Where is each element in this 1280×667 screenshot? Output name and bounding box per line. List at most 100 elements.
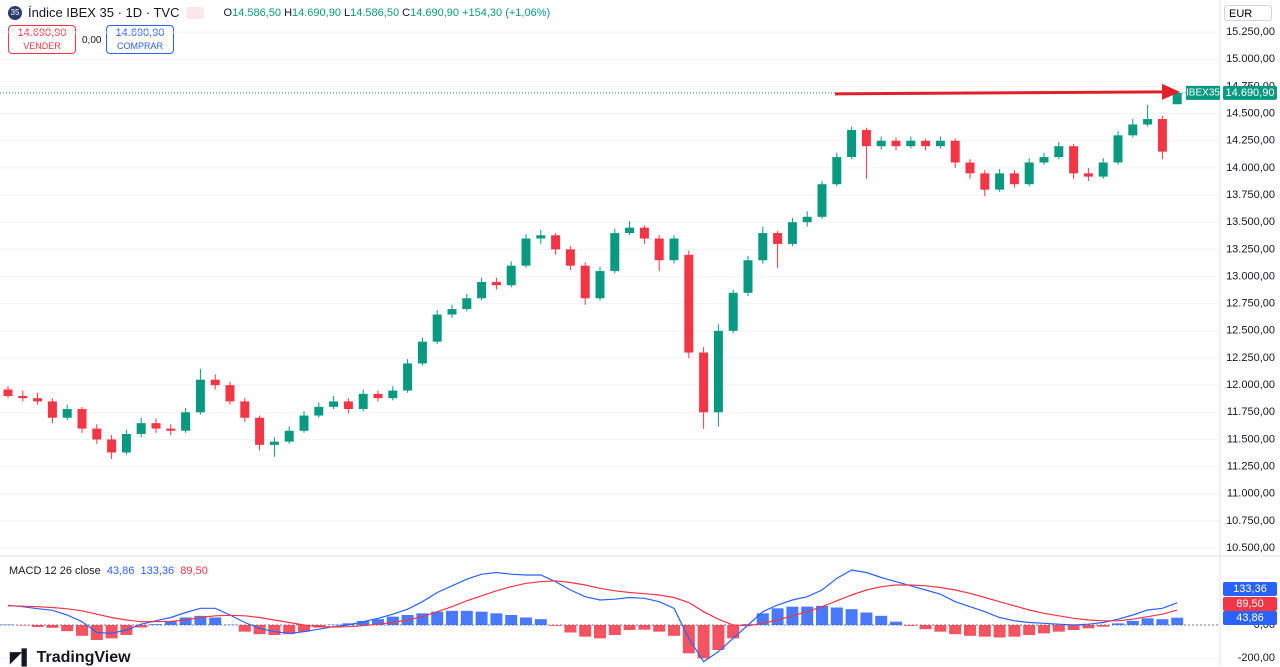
- histogram-bar: [1112, 623, 1124, 625]
- histogram-bar: [1082, 625, 1094, 628]
- candle-body: [1040, 157, 1049, 162]
- y-tick-label: 12.000,00: [1226, 379, 1275, 391]
- candle-body: [4, 389, 13, 396]
- y-tick-label: 11.000,00: [1227, 488, 1275, 500]
- candle-body: [1099, 162, 1108, 176]
- macd-tag: 133,36: [1223, 582, 1277, 596]
- y-tick-label: 11.750,00: [1227, 406, 1275, 418]
- histogram-bar: [490, 613, 502, 625]
- y-tick-label: 12.750,00: [1226, 298, 1275, 310]
- candle-body: [581, 266, 590, 299]
- histogram-bar: [46, 625, 58, 628]
- histogram-bar: [209, 618, 221, 626]
- candle-body: [551, 235, 560, 249]
- histogram-bar: [1097, 625, 1109, 627]
- histogram-bar: [860, 613, 872, 626]
- candle-body: [329, 401, 338, 406]
- candle-body: [181, 412, 190, 430]
- histogram-bar: [446, 611, 458, 625]
- candle-body: [33, 398, 42, 401]
- histogram-bar: [624, 625, 636, 630]
- histogram-bar: [712, 625, 724, 650]
- candle-body: [152, 423, 161, 428]
- candle-body: [596, 271, 605, 298]
- histogram-bar: [32, 625, 44, 627]
- y-tick-label: 14.000,00: [1226, 162, 1275, 174]
- candle-body: [63, 409, 72, 418]
- histogram-bar: [964, 625, 976, 636]
- candle-body: [270, 442, 279, 445]
- hist-value: 43,86: [107, 565, 135, 577]
- candle-body: [936, 141, 945, 146]
- candle-body: [980, 173, 989, 189]
- histogram-bar: [535, 619, 547, 625]
- hist-tag: 43,86: [1223, 611, 1277, 625]
- histogram-bar: [698, 625, 710, 658]
- logo: ◤▌ TradingView: [10, 648, 131, 667]
- candle-body: [773, 233, 782, 244]
- histogram-bar: [1142, 618, 1154, 625]
- histogram-bar: [520, 618, 532, 626]
- histogram-bar: [772, 608, 784, 625]
- candle-body: [921, 141, 930, 146]
- histogram-bar: [905, 625, 917, 626]
- signal-value: 89,50: [180, 565, 208, 577]
- histogram-bar: [1053, 625, 1065, 632]
- candle-body: [729, 293, 738, 331]
- candle-body: [877, 141, 886, 146]
- candle-body: [640, 228, 649, 239]
- y-tick-label: -200,00: [1238, 652, 1275, 664]
- candle-body: [1025, 162, 1034, 184]
- candle-body: [359, 394, 368, 409]
- histogram-bar: [934, 625, 946, 632]
- candle-body: [137, 423, 146, 434]
- candle-body: [92, 429, 101, 440]
- histogram-bar: [994, 625, 1006, 638]
- histogram-bar: [727, 625, 739, 638]
- histogram-bar: [550, 625, 562, 626]
- candle-body: [300, 416, 309, 431]
- candle-body: [951, 141, 960, 163]
- candle-body: [285, 431, 294, 442]
- candle-body: [255, 418, 264, 445]
- annotation-arrow: [835, 92, 1165, 94]
- price-tag: 14.690,90: [1226, 87, 1275, 99]
- candle-body: [1143, 119, 1152, 124]
- histogram-bar: [239, 625, 251, 632]
- histogram-bar: [505, 615, 517, 625]
- histogram-bar: [268, 625, 280, 635]
- candle-body: [507, 266, 516, 286]
- candle-body: [433, 315, 442, 342]
- histogram-bar: [920, 625, 932, 629]
- histogram-bar: [76, 625, 88, 636]
- histogram-bar: [638, 625, 650, 630]
- macd-line: [8, 581, 1177, 627]
- candle-body: [462, 298, 471, 309]
- candle-body: [966, 162, 975, 173]
- candle-body: [1010, 173, 1019, 184]
- candle-body: [78, 409, 87, 429]
- y-tick-label: 12.250,00: [1226, 352, 1275, 364]
- candle-body: [625, 228, 634, 233]
- candle-body: [699, 353, 708, 413]
- candle-body: [211, 380, 220, 385]
- histogram-bar: [979, 625, 991, 637]
- candle-body: [536, 235, 545, 238]
- histogram-bar: [1038, 625, 1050, 633]
- y-tick-label: 13.000,00: [1226, 270, 1275, 282]
- y-tick-label: 13.250,00: [1226, 243, 1275, 255]
- candle-body: [832, 157, 841, 184]
- candle-body: [1158, 119, 1167, 152]
- histogram-bar: [387, 617, 399, 625]
- candle-body: [418, 342, 427, 364]
- macd-legend: MACD 12 26 close 43,86 133,36 89,50: [9, 565, 208, 577]
- histogram-bar: [1171, 618, 1183, 625]
- histogram-bar: [1023, 625, 1035, 635]
- candle-body: [906, 141, 915, 146]
- logo-text: TradingView: [37, 649, 131, 666]
- histogram-bar: [831, 608, 843, 626]
- y-tick-label: 10.750,00: [1226, 515, 1275, 527]
- macd-value: 133,36: [141, 565, 175, 577]
- candle-body: [403, 363, 412, 390]
- candle-body: [684, 255, 693, 353]
